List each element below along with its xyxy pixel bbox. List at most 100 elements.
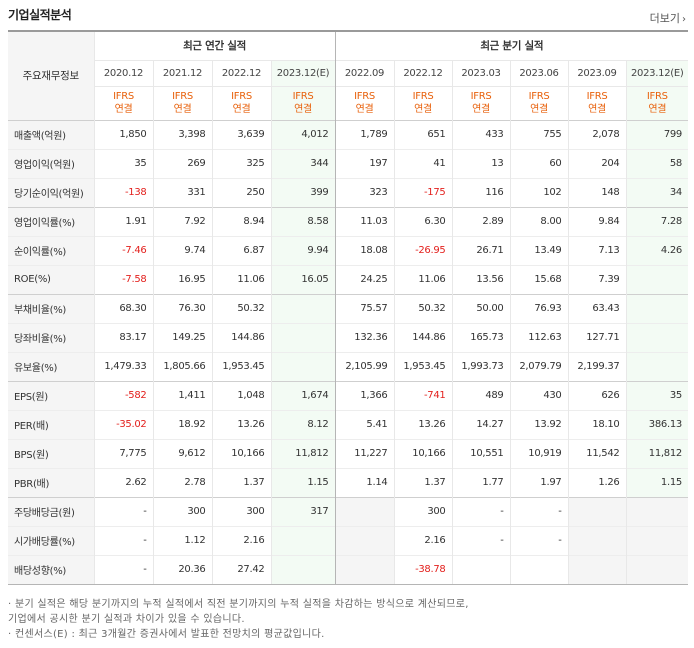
table-cell: 75.57: [334, 293, 394, 323]
table-row: 배당성향(%) -20.36 27.42 -38.78: [8, 554, 688, 585]
table-cell: 8.94: [211, 206, 271, 236]
quarter-group-header: 최근 분기 실적: [334, 30, 688, 60]
table-cell: 1,366: [334, 380, 394, 410]
table-cell: 9.94: [270, 235, 335, 265]
table-cell: 204: [567, 148, 626, 178]
table-cell: 323: [334, 177, 394, 207]
ifrs-consolidated-header: IFRS 연결: [451, 85, 510, 120]
table-cell: 1,953.45: [393, 351, 452, 381]
table-cell: 9.74: [152, 235, 212, 265]
table-cell: 799: [625, 119, 688, 149]
ifrs-label: IFRS: [470, 91, 492, 102]
table-cell: -: [93, 525, 153, 555]
chevron-right-icon: ›: [682, 14, 686, 25]
table-cell: -138: [93, 177, 153, 207]
period-header: 2023.12(E): [625, 59, 688, 86]
table-row: 부채비율(%) 68.30 76.30 50.32 75.57 50.32 50.00 76.…: [8, 293, 688, 323]
table-cell: 50.00: [451, 293, 510, 323]
row-label-header: 주요재무정보: [8, 30, 94, 120]
period-header: 2023.03: [451, 59, 510, 86]
consolidated-label: 연결: [173, 104, 192, 115]
table-cell: 489: [451, 380, 510, 410]
table-cell: 7.92: [152, 206, 212, 236]
table-cell: 1,048: [211, 380, 271, 410]
table-cell: 2,199.37: [567, 351, 626, 381]
ifrs-label: IFRS: [646, 91, 668, 102]
table-row: BPS(원) 7,775 9,612 10,166 11,812 11,227 10,166…: [8, 438, 688, 468]
table-cell: [334, 496, 394, 526]
table-cell: 144.86: [393, 322, 452, 352]
table-row: ROE(%) -7.58 16.95 11.06 16.05 24.25 11.06 13.5…: [8, 264, 688, 294]
table-cell: 50.32: [211, 293, 271, 323]
ifrs-consolidated-header: IFRS 연결: [509, 85, 568, 120]
more-label: 더보기: [649, 12, 680, 25]
row-label: 매출액(억원): [8, 119, 94, 149]
table-cell: 10,919: [509, 438, 568, 468]
period-header: 2022.09: [334, 59, 394, 86]
table-row: 당기순이익(억원) -138 331 250 399 323 -175 116 102 148 34: [8, 177, 688, 207]
table-cell: -741: [393, 380, 452, 410]
ifrs-label: IFRS: [292, 91, 314, 102]
table-row: 영업이익률(%) 1.91 7.92 8.94 8.58 11.03 6.30 2.89 8.0…: [8, 206, 688, 236]
table-cell: 1,479.33: [93, 351, 153, 381]
consolidated-label: 연결: [232, 104, 251, 115]
table-cell: 269: [152, 148, 212, 178]
table-cell: 58: [625, 148, 688, 178]
table-cell: 11,227: [334, 438, 394, 468]
table-cell: 7.39: [567, 264, 626, 294]
table-cell: 3,639: [211, 119, 271, 149]
table-cell: 34: [625, 177, 688, 207]
ifrs-label: IFRS: [586, 91, 608, 102]
table-cell: -582: [93, 380, 153, 410]
table-cell: 300: [152, 496, 212, 526]
table-cell: 116: [451, 177, 510, 207]
table-cell: 20.36: [152, 554, 212, 585]
table-cell: 197: [334, 148, 394, 178]
table-cell: 1.37: [211, 467, 271, 497]
table-cell: 2.89: [451, 206, 510, 236]
table-cell: 11,812: [270, 438, 335, 468]
period-header: 2022.12: [211, 59, 271, 86]
table-cell: 76.93: [509, 293, 568, 323]
table-cell: 651: [393, 119, 452, 149]
annual-group-header: 최근 연간 실적: [93, 30, 335, 60]
table-cell: 399: [270, 177, 335, 207]
table-cell: 24.25: [334, 264, 394, 294]
ifrs-label: IFRS: [113, 91, 134, 102]
ifrs-label: IFRS: [412, 91, 434, 102]
ifrs-label: IFRS: [528, 91, 550, 102]
table-cell: [270, 554, 335, 585]
table-cell: 755: [509, 119, 568, 149]
table-cell: 16.95: [152, 264, 212, 294]
consolidated-label: 연결: [588, 104, 606, 115]
table-row: 영업이익(억원) 35 269 325 344 197 41 13 60 204 58: [8, 148, 688, 178]
table-cell: 9,612: [152, 438, 212, 468]
more-link[interactable]: 더보기 ›: [650, 10, 686, 26]
table-cell: 6.30: [393, 206, 452, 236]
table-cell: [567, 496, 626, 526]
table-cell: 10,551: [451, 438, 510, 468]
consolidated-label: 연결: [114, 104, 133, 115]
table-cell: 50.32: [393, 293, 452, 323]
row-label: ROE(%): [8, 264, 94, 294]
table-cell: 1,411: [152, 380, 212, 410]
table-cell: [625, 496, 688, 526]
table-cell: 83.17: [93, 322, 153, 352]
table-cell: 331: [152, 177, 212, 207]
table-cell: 11.06: [393, 264, 452, 294]
period-header: 2023.06: [509, 59, 568, 86]
table-row: PER(배) -35.02 18.92 13.26 8.12 5.41 13.26 14.27…: [8, 409, 688, 439]
table-cell: 144.86: [211, 322, 271, 352]
row-label: 영업이익률(%): [8, 206, 94, 236]
table-cell: 2,079.79: [509, 351, 568, 381]
table-cell: 63.43: [567, 293, 626, 323]
table-cell: 317: [270, 496, 335, 526]
table-cell: 300: [211, 496, 271, 526]
table-cell: 14.27: [451, 409, 510, 439]
table-cell: 1,674: [270, 380, 335, 410]
table-cell: 76.30: [152, 293, 212, 323]
table-cell: 1.97: [509, 467, 568, 497]
table-cell: [509, 554, 568, 585]
financial-table: 주요재무정보 최근 연간 실적 최근 분기 실적 2020.12 2021.12 2…: [8, 30, 688, 585]
ifrs-consolidated-header: IFRS 연결: [152, 85, 212, 120]
